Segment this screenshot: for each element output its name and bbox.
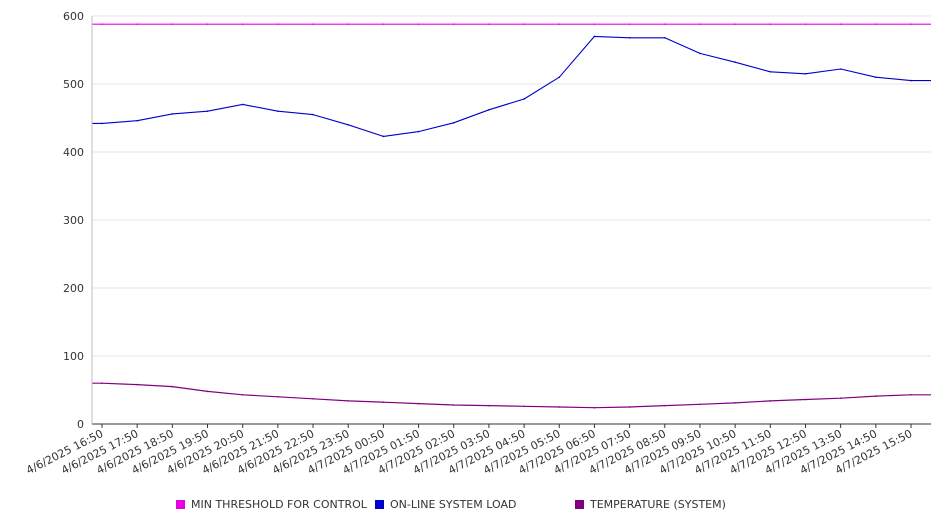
data-point bbox=[628, 23, 631, 26]
series-layer bbox=[92, 23, 931, 409]
data-point bbox=[206, 23, 209, 26]
data-point bbox=[206, 390, 209, 393]
data-point bbox=[910, 23, 912, 26]
chart-legend: MIN THRESHOLD FOR CONTROL ON-LINE SYSTEM… bbox=[0, 498, 946, 514]
data-point bbox=[312, 23, 314, 26]
legend-item-min-threshold[interactable]: MIN THRESHOLD FOR CONTROL bbox=[176, 498, 367, 511]
y-tick-label: 300 bbox=[63, 214, 84, 227]
data-point bbox=[101, 122, 103, 125]
data-point bbox=[417, 23, 420, 26]
data-point bbox=[312, 113, 314, 116]
data-point bbox=[593, 23, 596, 26]
data-point bbox=[699, 52, 701, 55]
data-point bbox=[452, 23, 455, 26]
data-point bbox=[171, 385, 174, 388]
data-point bbox=[488, 109, 490, 111]
legend-swatch-online-system-load bbox=[375, 500, 384, 509]
data-point bbox=[804, 73, 807, 75]
data-point bbox=[734, 402, 736, 404]
data-point bbox=[769, 400, 772, 402]
data-point bbox=[312, 398, 314, 400]
data-point bbox=[875, 395, 877, 397]
data-point bbox=[628, 406, 631, 408]
series-line-on-line-system-load bbox=[92, 35, 931, 137]
data-point bbox=[382, 23, 385, 26]
data-point bbox=[382, 135, 385, 138]
data-point bbox=[171, 113, 174, 115]
data-point bbox=[839, 68, 842, 70]
data-point bbox=[136, 119, 138, 122]
data-point bbox=[558, 76, 561, 78]
legend-swatch-min-threshold bbox=[176, 500, 185, 509]
data-point bbox=[101, 382, 103, 385]
data-point bbox=[699, 23, 701, 26]
data-point bbox=[136, 23, 138, 26]
legend-label-temperature: TEMPERATURE (SYSTEM) bbox=[590, 498, 726, 511]
data-point bbox=[875, 23, 877, 26]
data-point bbox=[241, 103, 244, 106]
data-point bbox=[734, 23, 736, 26]
data-point bbox=[628, 37, 631, 39]
grid-layer bbox=[92, 15, 931, 425]
data-point bbox=[347, 124, 350, 126]
data-point bbox=[910, 394, 912, 396]
legend-item-online-system-load[interactable]: ON-LINE SYSTEM LOAD bbox=[375, 498, 516, 511]
data-point bbox=[875, 76, 877, 78]
y-tick-label: 100 bbox=[63, 350, 84, 363]
data-point bbox=[558, 406, 561, 408]
data-point bbox=[452, 404, 455, 406]
data-point bbox=[734, 61, 736, 63]
data-point bbox=[417, 402, 420, 405]
data-point bbox=[277, 23, 279, 26]
data-point bbox=[839, 23, 842, 26]
data-point bbox=[664, 404, 666, 407]
data-point bbox=[206, 110, 209, 112]
y-tick-label: 200 bbox=[63, 282, 84, 295]
data-point bbox=[171, 23, 174, 26]
data-point bbox=[839, 397, 842, 400]
legend-item-temperature[interactable]: TEMPERATURE (SYSTEM) bbox=[575, 498, 726, 511]
data-point bbox=[804, 23, 807, 26]
y-tick-label: 500 bbox=[63, 78, 84, 91]
data-point bbox=[452, 122, 455, 124]
data-point bbox=[593, 406, 596, 409]
legend-label-online-system-load: ON-LINE SYSTEM LOAD bbox=[390, 498, 517, 511]
data-point bbox=[804, 398, 807, 401]
legend-label-min-threshold: MIN THRESHOLD FOR CONTROL bbox=[191, 498, 367, 511]
legend-swatch-temperature bbox=[575, 500, 584, 509]
data-point bbox=[523, 23, 525, 26]
data-point bbox=[417, 130, 420, 133]
data-point bbox=[523, 98, 525, 100]
data-point bbox=[101, 23, 103, 26]
data-point bbox=[347, 400, 350, 402]
data-point bbox=[488, 23, 490, 26]
series-line-temperature-system bbox=[92, 382, 931, 409]
data-point bbox=[347, 23, 350, 26]
data-point bbox=[664, 37, 666, 39]
y-tick-label: 600 bbox=[63, 10, 84, 23]
data-point bbox=[277, 110, 279, 112]
data-point bbox=[523, 405, 525, 408]
data-point bbox=[558, 23, 561, 26]
data-point bbox=[664, 23, 666, 26]
data-point bbox=[277, 396, 279, 398]
data-point bbox=[241, 23, 244, 26]
y-tick-label: 400 bbox=[63, 146, 84, 159]
y-tick-label: 0 bbox=[77, 418, 84, 431]
data-point bbox=[241, 394, 244, 396]
data-point bbox=[910, 79, 912, 82]
data-point bbox=[769, 71, 772, 73]
data-point bbox=[699, 403, 701, 406]
data-point bbox=[769, 23, 772, 26]
data-point bbox=[136, 383, 138, 386]
data-point bbox=[488, 404, 490, 407]
data-point bbox=[382, 401, 385, 404]
data-point bbox=[593, 35, 596, 38]
